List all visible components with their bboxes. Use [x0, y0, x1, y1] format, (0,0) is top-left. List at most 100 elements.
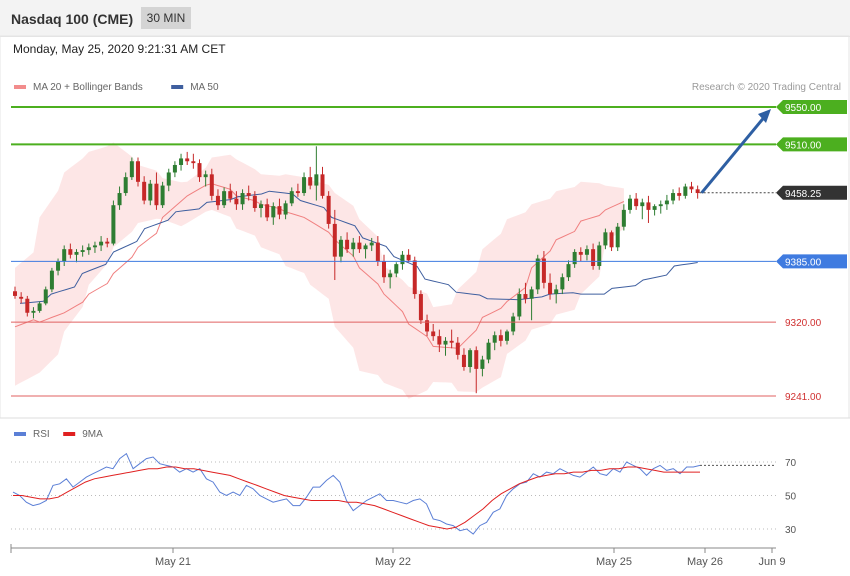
candle: [400, 251, 405, 270]
candle-body: [591, 249, 596, 266]
candle-body: [246, 193, 251, 196]
candle-body: [240, 193, 245, 205]
candle-body: [578, 251, 583, 255]
candle: [203, 170, 208, 187]
candle: [566, 260, 571, 281]
candle-body: [677, 193, 682, 196]
candle-body: [49, 270, 54, 290]
candle-body: [99, 241, 104, 246]
credit-text: Research © 2020 Trading Central: [692, 82, 841, 93]
candle-body: [621, 209, 626, 227]
candle-body: [511, 316, 516, 332]
candle: [80, 245, 85, 257]
candle: [425, 314, 430, 337]
candle: [228, 183, 233, 203]
candle-body: [197, 163, 202, 178]
candle-body: [80, 250, 85, 252]
candle-body: [560, 277, 565, 290]
level-tag-9550-00: [776, 100, 847, 114]
level-label-9458-25: 9458.25: [785, 189, 822, 200]
candle: [523, 282, 528, 304]
candle: [492, 331, 497, 351]
level-tag-9510-00: [776, 137, 847, 152]
candle-body: [234, 198, 239, 205]
candle-body: [277, 206, 282, 215]
candle-body: [382, 261, 386, 278]
candle-body: [338, 239, 343, 257]
candle-body: [265, 204, 270, 218]
candle: [129, 157, 134, 180]
candle: [652, 204, 657, 216]
candle-body: [320, 174, 325, 196]
candle-body: [215, 195, 220, 206]
candle: [455, 337, 460, 360]
candle: [86, 243, 91, 255]
x-axis-label: May 21: [155, 556, 191, 568]
candle-body: [652, 206, 657, 210]
chart-header: Nasdaq 100 (CME) 30 MIN: [0, 0, 850, 37]
candle: [25, 295, 30, 317]
candle: [43, 286, 48, 306]
candle: [578, 247, 583, 262]
candle-body: [664, 200, 669, 205]
candle-body: [56, 261, 61, 271]
candle: [160, 181, 165, 209]
candle: [554, 284, 559, 304]
candle-body: [609, 232, 614, 248]
candle: [511, 312, 516, 336]
candle: [683, 183, 688, 199]
candle-body: [529, 289, 534, 299]
candle: [449, 329, 454, 349]
candle: [498, 329, 503, 347]
candle: [677, 187, 682, 201]
candle-body: [640, 202, 645, 207]
candle: [111, 200, 116, 246]
candle: [62, 245, 67, 266]
timeframe-badge[interactable]: 30 MIN: [141, 7, 191, 29]
candle-body: [345, 239, 350, 250]
candle-body: [25, 298, 30, 313]
candle-body: [86, 247, 91, 251]
candle: [99, 236, 104, 252]
candle: [529, 286, 534, 321]
candle-body: [443, 340, 448, 345]
candle-body: [597, 245, 602, 266]
legend-label: MA 20 + Bollinger Bands: [33, 82, 143, 93]
candle: [283, 200, 288, 220]
candle: [31, 307, 36, 319]
candle: [289, 187, 294, 207]
candle-body: [37, 303, 42, 311]
candle: [277, 198, 282, 220]
candle-body: [117, 193, 122, 206]
date-line: Monday, May 25, 2020 9:21:31 AM CET: [13, 42, 226, 56]
candle-body: [628, 198, 632, 210]
candle: [689, 181, 694, 194]
candle-body: [615, 226, 620, 248]
candle-body: [43, 289, 48, 304]
candle: [265, 198, 270, 222]
level-label-9241-00: 9241.00: [785, 392, 822, 403]
candle: [308, 166, 313, 190]
candle-body: [209, 174, 214, 196]
candle-body: [252, 195, 257, 209]
candle-body: [523, 294, 528, 299]
candle-body: [222, 191, 227, 206]
candle: [584, 245, 589, 261]
candle: [92, 241, 97, 253]
candle-body: [289, 191, 294, 204]
candle-body: [154, 183, 159, 206]
candle: [332, 209, 337, 281]
candle: [560, 273, 565, 295]
candle-body: [634, 198, 639, 207]
candle-body: [505, 331, 509, 341]
candle-body: [283, 203, 288, 215]
candle-body: [308, 177, 313, 186]
candle-body: [351, 242, 356, 250]
candle-body: [295, 191, 300, 194]
candle-body: [541, 258, 546, 283]
candle-body: [431, 331, 436, 337]
candle-body: [111, 205, 116, 244]
candle: [357, 236, 362, 253]
candle-body: [105, 241, 110, 244]
candle: [123, 172, 128, 196]
